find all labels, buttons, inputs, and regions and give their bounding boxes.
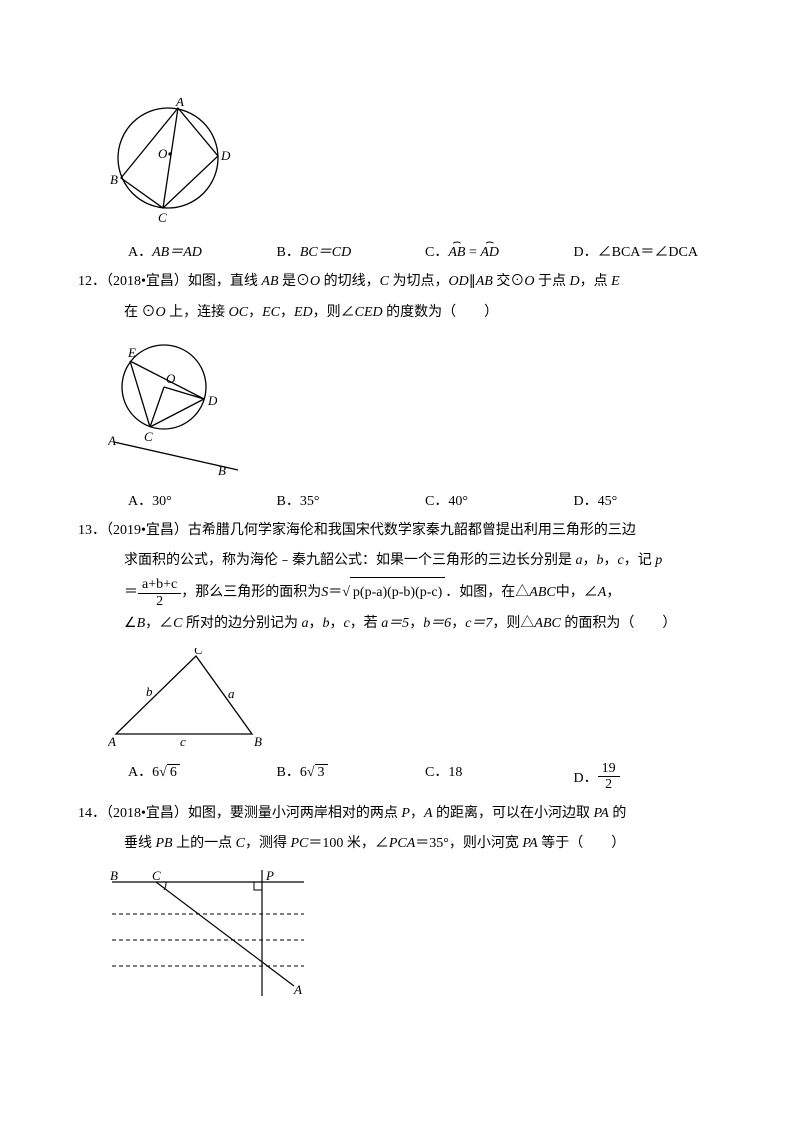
svg-text:C: C [144,429,153,444]
q12-optC[interactable]: C．40° [425,490,574,510]
svg-text:c: c [180,734,186,748]
svg-text:A: A [108,734,116,748]
svg-text:O: O [158,146,168,161]
svg-text:C: C [152,868,161,883]
q11-figure: O A B C D [108,98,722,233]
svg-text:a: a [228,686,235,701]
q12-text: 12．（2018•宜昌）如图，直线 AB 是⊙O 的切线，C 为切点，OD∥AB… [78,267,722,329]
q13-options: A．6√6 B．6√3 C．18 D．192 [128,761,722,793]
q13-optB[interactable]: B．6√3 [277,761,426,793]
q12-optB[interactable]: B．35° [277,490,426,510]
q13-optC[interactable]: C．18 [425,761,574,793]
svg-text:B: B [218,463,226,477]
svg-text:C: C [158,210,167,225]
q12-optD[interactable]: D．45° [574,490,723,510]
q11-optB[interactable]: B．BC＝CD [277,241,426,261]
q11-optD[interactable]: D．∠BCA＝∠DCA [574,241,723,261]
svg-text:C: C [194,648,203,657]
svg-text:b: b [146,684,153,699]
q12-figure: E O D C A B [108,337,722,482]
svg-text:B: B [110,868,118,883]
svg-text:A: A [108,433,116,448]
q13-optD[interactable]: D．192 [574,761,723,793]
svg-text:D: D [220,148,231,163]
svg-text:A: A [175,98,184,109]
q12-optA[interactable]: A．30° [128,490,277,510]
q14-text: 14．（2018•宜昌）如图，要测量小河两岸相对的两点 P，A 的距离，可以在小… [78,799,722,861]
q14-figure: B C P A [108,868,722,1003]
q13-text: 13．（2019•宜昌）古希腊几何学家海伦和我国宋代数学家秦九韶都曾提出利用三角… [78,516,722,640]
svg-text:B: B [254,734,262,748]
svg-text:D: D [207,393,218,408]
svg-text:P: P [265,868,274,883]
q11-optC[interactable]: C．AB = AD [425,241,574,261]
svg-text:A: A [293,982,302,997]
q11-options: A．AB＝AD B．BC＝CD C．AB = AD D．∠BCA＝∠DCA [128,241,722,261]
svg-text:O: O [166,371,176,386]
q13-figure: A B C b a c [108,648,722,753]
svg-text:B: B [110,172,118,187]
q13-optA[interactable]: A．6√6 [128,761,277,793]
q12-options: A．30° B．35° C．40° D．45° [128,490,722,510]
svg-text:E: E [127,345,136,360]
q11-optA[interactable]: A．AB＝AD [128,241,277,261]
